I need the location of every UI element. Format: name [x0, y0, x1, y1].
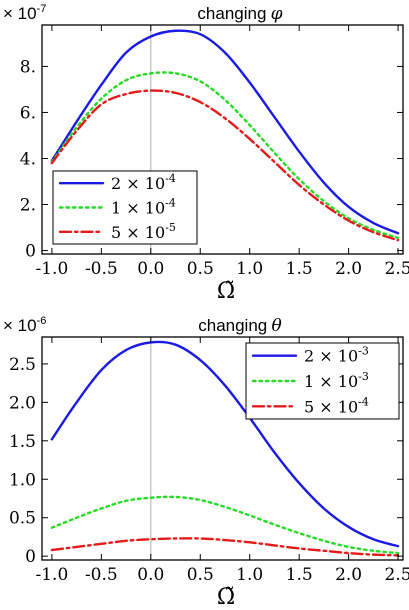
multiplier-exponent: -6: [37, 315, 47, 327]
y-tick-label: 6.: [20, 103, 36, 123]
x-tick-label: -0.5: [85, 565, 118, 585]
x-tick-label: -1.0: [35, 565, 68, 585]
series-line-1: [50, 340, 400, 548]
series-line-3: [50, 537, 400, 557]
y-tick-label: 2.: [20, 196, 36, 216]
x-tick-label: -0.5: [85, 259, 118, 279]
chart-panel-theta: × 10-6 changing θ -1.0 -0.5 0.0 0.5 1.0 1.5 2.…: [3, 315, 409, 610]
y-tick-label: 2.5: [9, 355, 36, 375]
legend-label-2: 1 × 10-3: [304, 370, 369, 391]
y-tick-label: 0.5: [9, 509, 36, 529]
x-axis-label: Ω̃: [217, 279, 235, 304]
x-axis-label: Ω̃: [217, 585, 235, 610]
y-tick-label: 0: [25, 547, 36, 567]
x-tick-label: 2.5: [385, 259, 409, 279]
legend-label-1: 2 × 10-3: [304, 345, 369, 366]
x-tick-label: 1.0: [236, 565, 263, 585]
x-tick-label: 2.0: [335, 259, 362, 279]
y-tick-label: 1.0: [9, 470, 36, 490]
x-tick-label: -1.0: [35, 259, 68, 279]
x-tick-label: 0.5: [187, 259, 214, 279]
series-line-1: [50, 29, 400, 235]
x-tick-label: 1.5: [286, 565, 313, 585]
x-tick-label: 1.0: [236, 259, 263, 279]
plot-frame: [41, 24, 404, 255]
chart-title: changing φ: [197, 4, 282, 24]
multiplier-exponent: -7: [37, 3, 47, 15]
legend: 2 × 10-4 1 × 10-4 5 × 10-5: [52, 170, 198, 245]
x-tick-label: 2.5: [385, 565, 409, 585]
y-tick-label: 8.: [20, 57, 36, 77]
x-tick-label: 0.0: [137, 259, 164, 279]
multiplier-label: × 10-6: [3, 315, 46, 335]
series-line-2: [50, 71, 400, 240]
y-tick-label: 1.5: [9, 432, 36, 452]
series-line-3: [50, 89, 400, 242]
y-tick-label: 2.0: [9, 393, 36, 413]
y-tick-label: 0: [25, 242, 36, 262]
y-tick-label: 4.: [20, 149, 36, 169]
x-tick-label: 0.0: [137, 565, 164, 585]
plot-frame: [41, 336, 404, 561]
legend: 2 × 10-3 1 × 10-3 5 × 10-4: [245, 342, 400, 420]
chart-panel-phi: × 10-7 changing φ -1.0 -0.5 0.0 0.5 1.0 1.5 2.…: [3, 3, 409, 304]
legend-label-2: 1 × 10-4: [111, 197, 176, 218]
legend-label-3: 5 × 10-4: [304, 395, 369, 416]
series-line-2: [50, 495, 400, 555]
x-tick-label: 0.5: [187, 565, 214, 585]
legend-label-3: 5 × 10-5: [111, 221, 176, 242]
legend-label-1: 2 × 10-4: [111, 172, 176, 193]
multiplier-label: × 10-7: [3, 3, 46, 23]
chart-title: changing θ: [198, 316, 282, 336]
x-tick-label: 2.0: [335, 565, 362, 585]
x-tick-label: 1.5: [286, 259, 313, 279]
